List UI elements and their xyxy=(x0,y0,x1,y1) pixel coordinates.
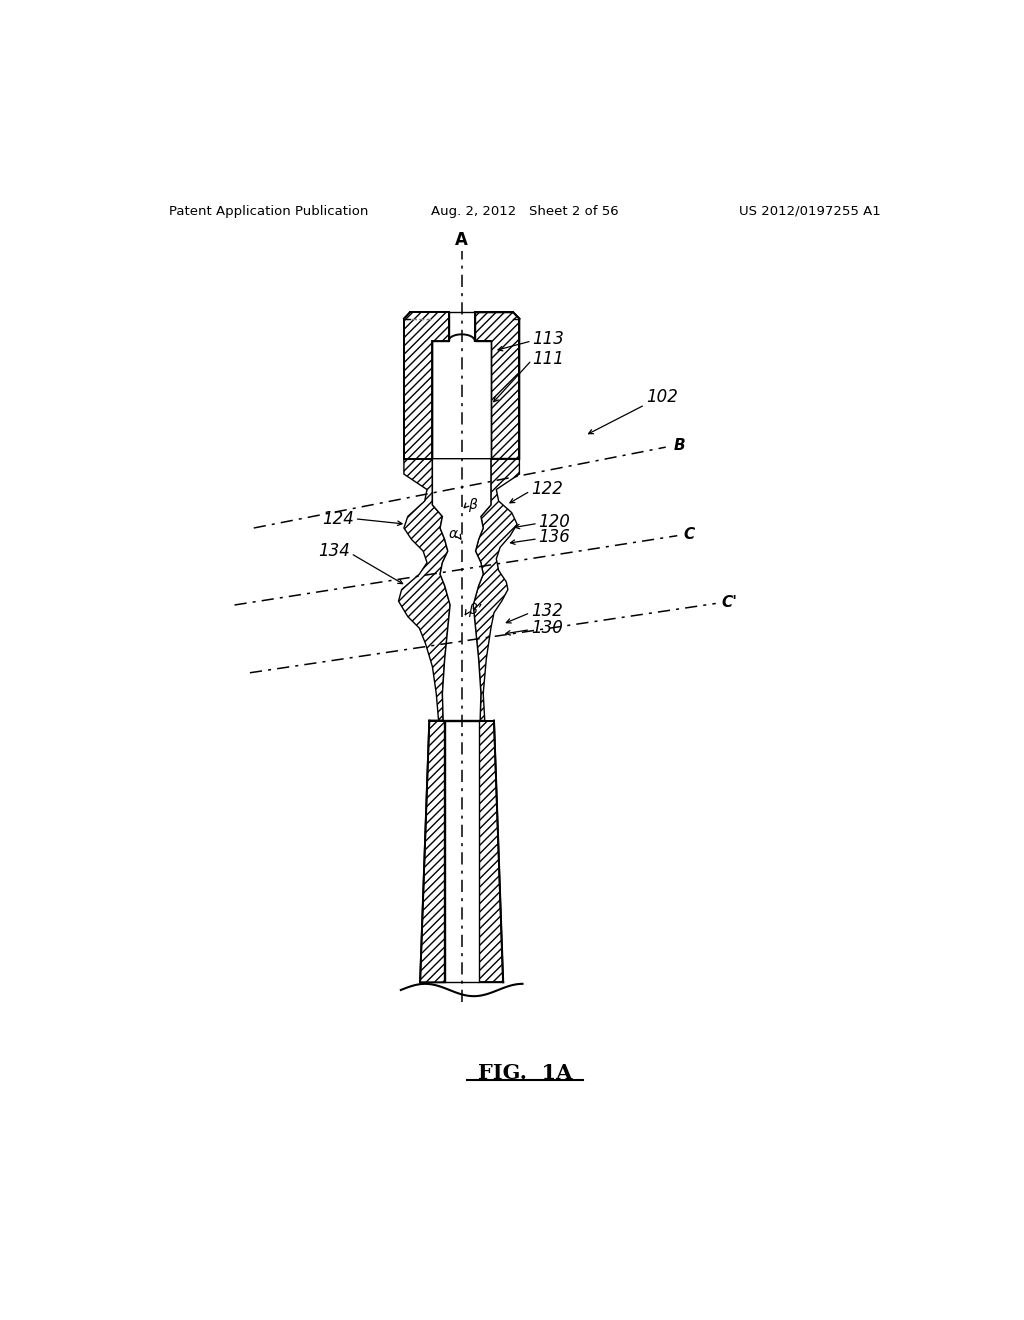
Text: 136: 136 xyxy=(539,528,570,546)
Polygon shape xyxy=(478,721,503,982)
Text: β’: β’ xyxy=(468,603,481,618)
Text: 124: 124 xyxy=(322,510,354,528)
Polygon shape xyxy=(473,459,519,721)
Text: β: β xyxy=(468,498,477,512)
Polygon shape xyxy=(475,313,519,459)
Text: A: A xyxy=(456,231,468,249)
Polygon shape xyxy=(432,459,490,721)
Polygon shape xyxy=(403,313,449,459)
Text: 122: 122 xyxy=(531,480,563,499)
Text: C: C xyxy=(683,527,694,541)
Text: Aug. 2, 2012   Sheet 2 of 56: Aug. 2, 2012 Sheet 2 of 56 xyxy=(431,205,618,218)
Polygon shape xyxy=(444,721,478,982)
Text: α: α xyxy=(449,527,458,541)
Text: B: B xyxy=(674,438,685,453)
Text: 130: 130 xyxy=(531,619,563,638)
Text: FIG.  1A: FIG. 1A xyxy=(477,1063,572,1084)
Text: Patent Application Publication: Patent Application Publication xyxy=(169,205,369,218)
Text: 111: 111 xyxy=(532,350,564,367)
Text: 102: 102 xyxy=(646,388,678,407)
Text: 113: 113 xyxy=(532,330,564,348)
Polygon shape xyxy=(432,313,490,459)
Text: US 2012/0197255 A1: US 2012/0197255 A1 xyxy=(738,205,881,218)
Text: 134: 134 xyxy=(318,543,350,560)
Text: 132: 132 xyxy=(531,602,563,620)
Text: 120: 120 xyxy=(539,513,570,531)
Polygon shape xyxy=(398,459,451,721)
Polygon shape xyxy=(420,721,444,982)
Text: C': C' xyxy=(722,595,738,610)
